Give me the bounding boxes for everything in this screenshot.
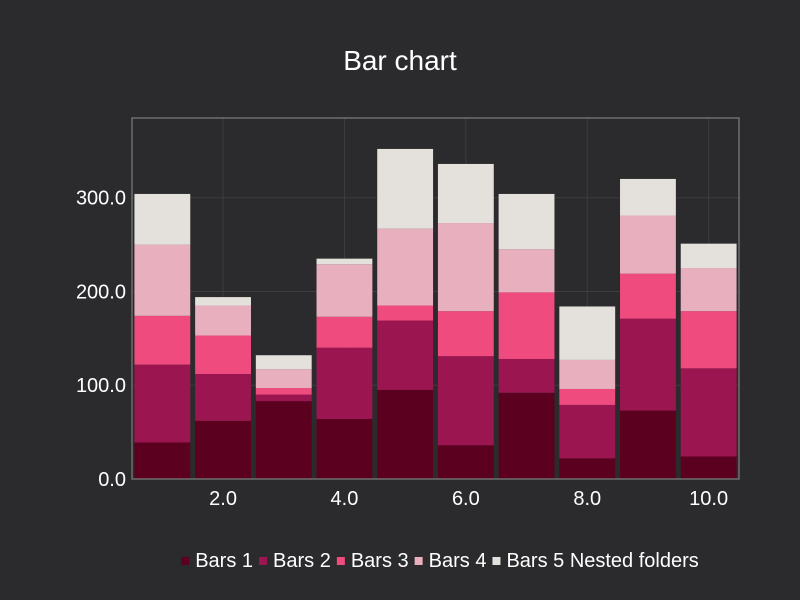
bar-4-7 (498, 249, 555, 293)
bar-3-6 (437, 311, 494, 357)
bar-2-9 (620, 318, 676, 411)
bar-4-4 (316, 264, 373, 317)
x-tick-label: 8.0 (573, 488, 601, 510)
bar-4-9 (620, 215, 676, 274)
plot-frame (131, 117, 740, 480)
legend-item-5: Bars 5 Nested folders (492, 550, 699, 572)
bar-3-3 (255, 388, 312, 395)
bars-group (134, 148, 737, 479)
legend-item-1: Bars 1 (181, 550, 253, 572)
bar-1-6 (437, 445, 494, 479)
bar-1-3 (255, 401, 312, 479)
y-tick-label: 0.0 (98, 469, 126, 491)
bar-2-8 (559, 404, 616, 459)
bar-4-2 (195, 305, 251, 336)
bar-1-5 (377, 389, 434, 479)
chart-title: Bar chart (343, 45, 457, 76)
bar-5-7 (498, 193, 555, 250)
bar-4-5 (377, 228, 434, 306)
bar-4-3 (255, 369, 312, 389)
bar-5-6 (437, 163, 494, 224)
bar-1-2 (195, 420, 251, 479)
bar-3-2 (195, 335, 251, 374)
bar-5-2 (195, 297, 251, 306)
bar-4-1 (134, 244, 191, 316)
bar-2-7 (498, 358, 555, 393)
legend-label: Bars 3 (351, 550, 409, 572)
bar-5-10 (680, 243, 737, 269)
legend-label: Bars 4 (429, 550, 487, 572)
x-axis-ticks: 2.0 4.0 6.0 8.0 10.0 (209, 488, 728, 510)
legend-swatch (336, 557, 345, 565)
bar-5-5 (377, 148, 434, 229)
legend-label: Bars 1 (195, 550, 253, 572)
bar-2-3 (255, 394, 312, 402)
legend-swatch (492, 557, 501, 565)
bar-3-10 (680, 311, 737, 369)
bar-1-1 (134, 442, 191, 479)
bar-3-7 (498, 292, 555, 359)
legend-swatch (259, 557, 268, 565)
bar-5-4 (316, 258, 373, 265)
bar-1-4 (316, 418, 373, 479)
y-tick-label: 200.0 (76, 281, 126, 303)
bar-4-8 (559, 359, 616, 389)
legend-swatch (414, 557, 423, 565)
bar-3-9 (620, 273, 676, 319)
bar-3-8 (559, 388, 616, 405)
legend-label: Bars 2 (273, 550, 331, 572)
bar-1-10 (680, 456, 737, 479)
x-tick-label: 6.0 (452, 488, 480, 510)
bar-2-10 (680, 368, 737, 457)
legend-label: Bars 5 Nested folders (506, 550, 698, 572)
bar-5-8 (559, 306, 616, 360)
bar-3-1 (134, 315, 191, 365)
bar-1-7 (498, 392, 555, 479)
y-tick-label: 100.0 (76, 375, 126, 397)
x-tick-label: 2.0 (209, 488, 237, 510)
bar-5-1 (134, 193, 191, 245)
bar-4-6 (437, 223, 494, 312)
x-tick-label: 10.0 (689, 488, 728, 510)
bar-2-1 (134, 364, 191, 443)
legend-item-2: Bars 2 (259, 550, 331, 572)
bar-5-3 (255, 355, 312, 370)
y-axis-ticks: 0.0 100.0 200.0 300.0 (76, 188, 126, 491)
legend-item-3: Bars 3 (336, 550, 409, 572)
bar-3-4 (316, 316, 373, 348)
bar-1-9 (620, 410, 676, 479)
legend: Bars 1 Bars 2 Bars 3 Bars 4 Bars 5 Nested fo… (181, 550, 699, 572)
bar-2-5 (377, 320, 434, 390)
bar-2-2 (195, 373, 251, 421)
bar-2-6 (437, 356, 494, 446)
bar-5-9 (620, 178, 676, 216)
bar-2-4 (316, 347, 373, 419)
bar-4-10 (680, 268, 737, 312)
legend-item-4: Bars 4 (414, 550, 487, 572)
bar-3-5 (377, 305, 434, 321)
y-tick-label: 300.0 (76, 188, 126, 210)
bar-1-8 (559, 458, 616, 479)
x-tick-label: 4.0 (331, 488, 359, 510)
legend-swatch (181, 557, 190, 565)
